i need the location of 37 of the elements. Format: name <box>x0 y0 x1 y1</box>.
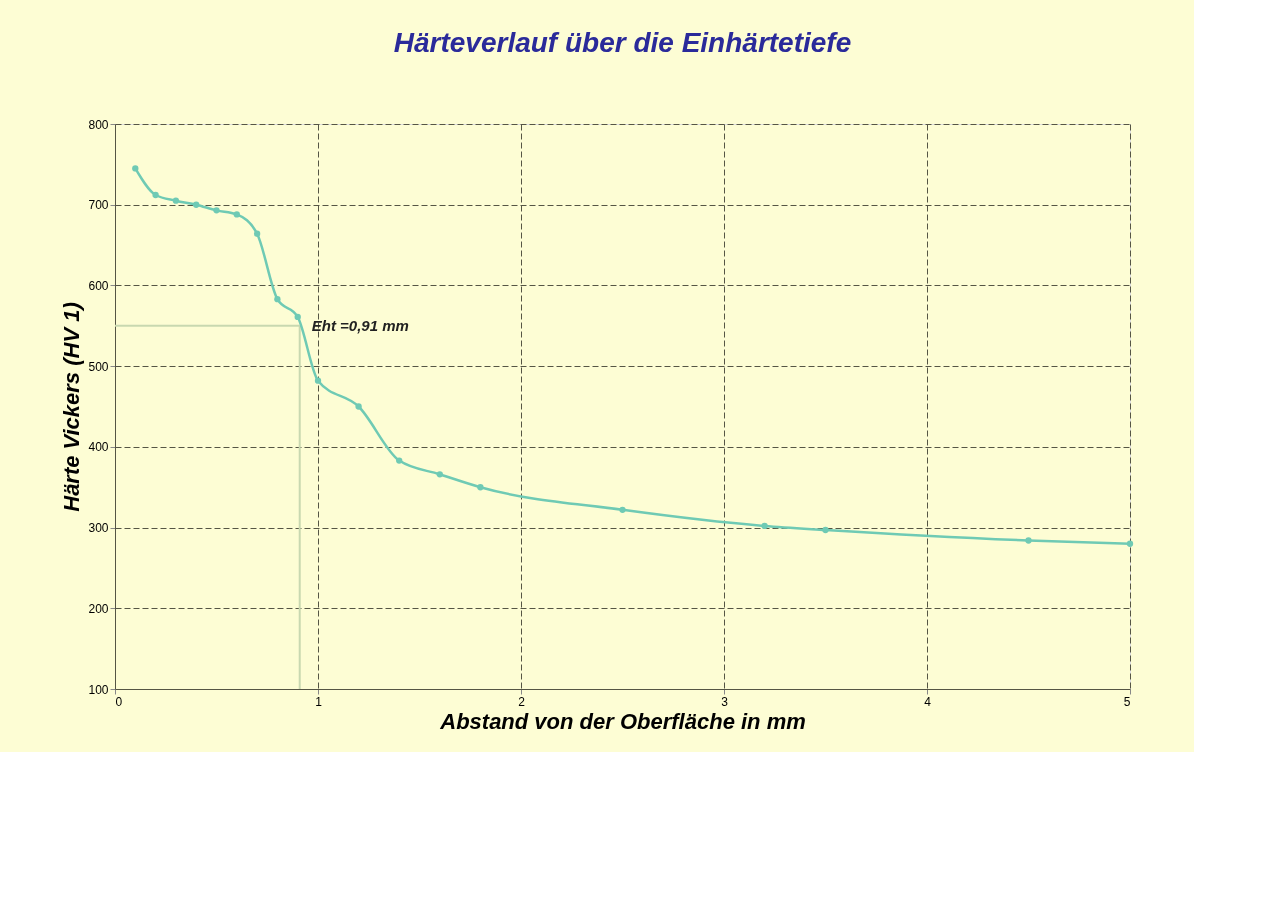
point <box>294 313 301 321</box>
point <box>619 506 626 513</box>
point <box>152 191 159 199</box>
y-tick-label: 300 <box>88 521 109 536</box>
y-axis-title: Härte Vickers (HV 1) <box>59 302 85 512</box>
point <box>822 526 829 534</box>
point <box>477 484 484 491</box>
point <box>193 201 200 208</box>
point <box>436 471 443 478</box>
point <box>233 211 240 218</box>
x-tick-label: 5 <box>1123 694 1131 709</box>
point <box>761 522 768 530</box>
point <box>396 457 403 464</box>
y-tick-label: 700 <box>88 198 109 213</box>
point <box>355 403 362 410</box>
x-tick-label: 0 <box>115 694 123 709</box>
y-tick-label: 500 <box>88 359 109 374</box>
annotation: Eht =0,91 mm <box>311 316 409 334</box>
point <box>314 377 322 384</box>
point <box>1126 540 1134 547</box>
y-tick-label: 600 <box>88 278 109 293</box>
x-tick-label: 2 <box>518 694 526 709</box>
point <box>274 295 281 303</box>
y-tick-label: 400 <box>88 440 109 455</box>
point <box>253 230 261 237</box>
y-tick-label: 100 <box>88 682 109 697</box>
point <box>1025 537 1032 544</box>
point <box>172 197 180 204</box>
x-tick-label: 1 <box>315 694 323 709</box>
point <box>132 165 139 172</box>
x-tick-label: 4 <box>924 694 932 709</box>
x-axis-title: Abstand von der Oberfläche in mm <box>439 708 806 734</box>
y-tick-label: 800 <box>88 117 109 132</box>
x-tick-label: 3 <box>721 694 729 709</box>
y-tick-label: 200 <box>88 601 109 616</box>
point <box>213 207 220 214</box>
chart-title: Härteverlauf über die Einhärtetiefe <box>393 27 852 58</box>
